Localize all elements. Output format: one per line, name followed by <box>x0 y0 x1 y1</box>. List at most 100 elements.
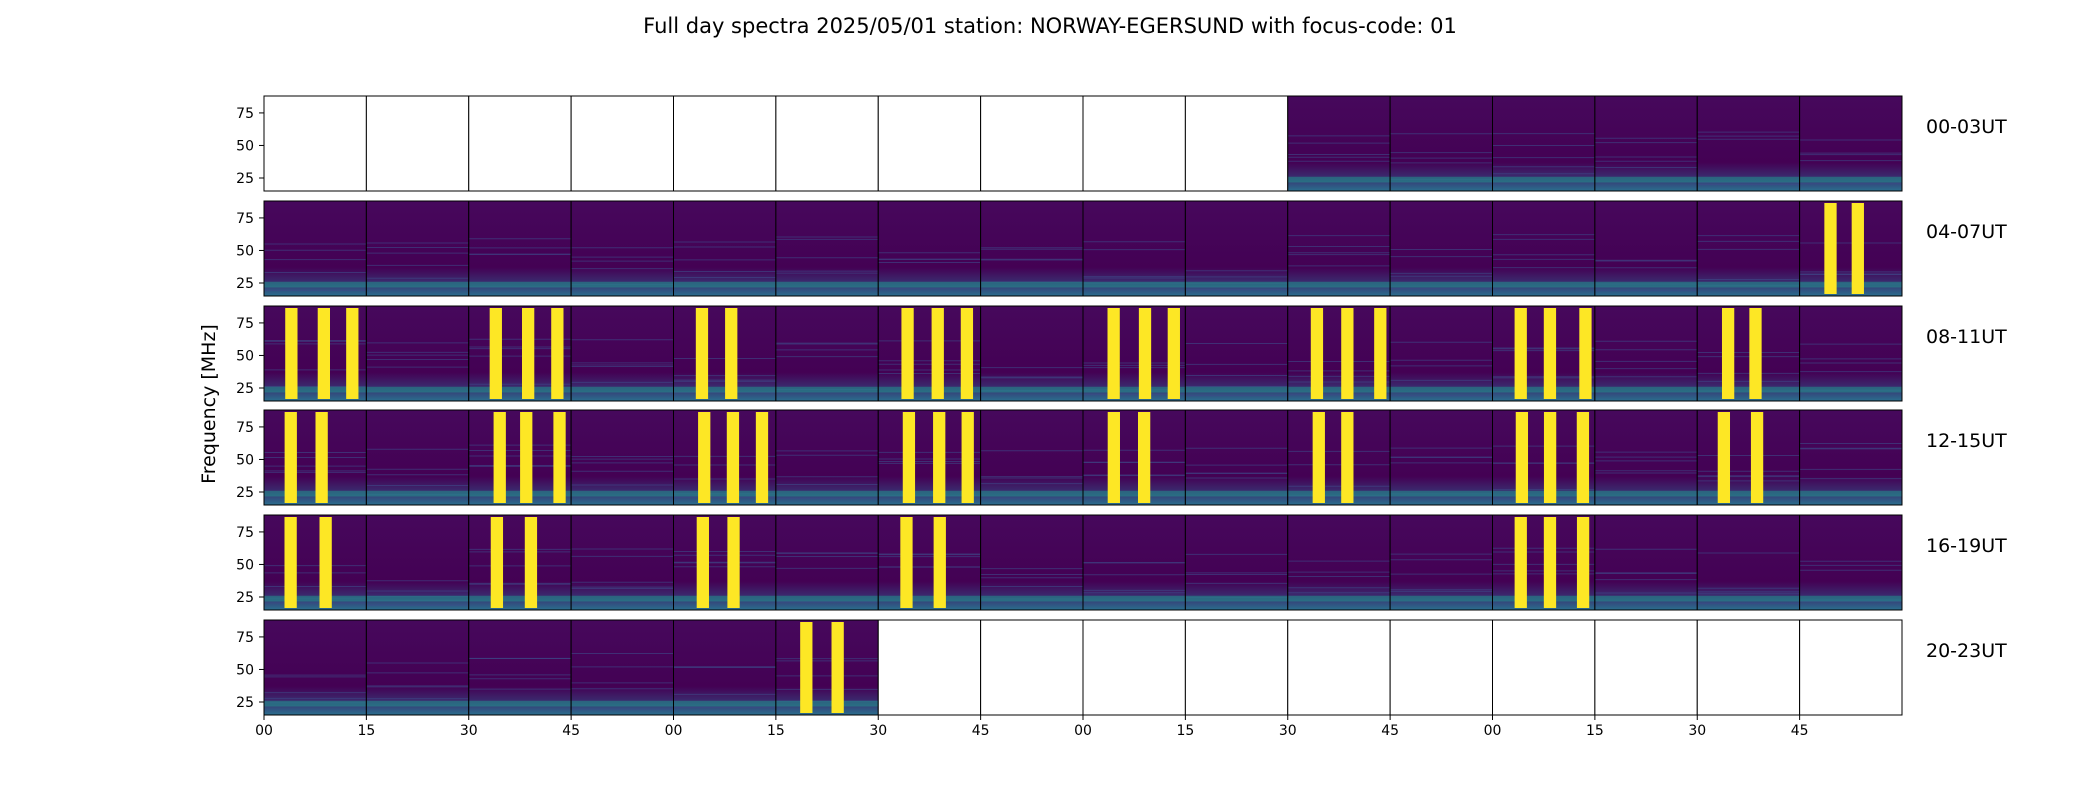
panel-r3-c5 <box>775 409 879 506</box>
spectrum-panel <box>980 515 1083 610</box>
panel-r1-c0 <box>263 200 367 297</box>
noise-band <box>366 595 469 602</box>
burst-mark <box>1576 517 1590 608</box>
y-tick-label: 25 <box>236 485 254 501</box>
panel-r3-c11 <box>1389 409 1493 506</box>
noise-band <box>366 490 469 497</box>
burst-mark <box>1851 203 1864 294</box>
burst-mark <box>1824 203 1837 294</box>
panel-r3-c15 <box>1799 409 1903 506</box>
spectrum-panel <box>571 201 674 296</box>
y-tick-label: 25 <box>236 590 254 606</box>
x-tick-label: 45 <box>972 723 990 739</box>
noise-band <box>775 386 879 393</box>
row-label: 12-15UT <box>1926 430 2007 452</box>
noise-band <box>1799 176 1902 183</box>
spectrum-panel <box>1594 201 1698 296</box>
panel-frame <box>1799 305 1903 402</box>
spectrum-panel <box>1697 96 1800 191</box>
burst-mark <box>1137 412 1151 503</box>
noise-band <box>1799 281 1902 288</box>
panel-r5-c4 <box>673 619 777 716</box>
spectrum-panel <box>264 201 367 296</box>
noise-band <box>980 595 1083 602</box>
x-tick-label: 30 <box>1279 723 1297 739</box>
x-tick-label: 45 <box>562 723 580 739</box>
spectrum-panel <box>1492 201 1595 296</box>
spectrum-panel <box>1287 201 1391 296</box>
x-tick-label: 15 <box>1586 723 1604 739</box>
burst-mark <box>726 412 740 503</box>
panel-frame <box>1799 514 1903 611</box>
burst-mark <box>1107 412 1120 503</box>
spectrum-panel <box>366 620 469 715</box>
panel-r5-c11 <box>1389 619 1493 716</box>
noise-band <box>878 386 981 393</box>
burst-mark <box>1514 517 1527 608</box>
y-tick-label: 50 <box>236 138 254 154</box>
panel-r4-c11 <box>1389 514 1493 611</box>
panel-r0-c7 <box>980 95 1084 192</box>
noise-band <box>1492 490 1595 497</box>
burst-mark <box>1717 412 1731 503</box>
panel-r3-c1 <box>365 409 470 506</box>
panel-r0-c10 <box>1287 95 1391 192</box>
burst-mark <box>1341 412 1354 503</box>
y-tick-label: 50 <box>236 348 254 364</box>
panel-r1-c11 <box>1389 200 1493 297</box>
empty-panel <box>1799 620 1902 715</box>
panel-frame <box>1799 200 1903 297</box>
spectrum-panel <box>264 620 367 715</box>
spectrum-panel <box>775 410 879 505</box>
spectrum-panel <box>1287 306 1391 401</box>
panel-r3-c0 <box>263 409 367 506</box>
panel-r5-c8 <box>1082 619 1186 716</box>
empty-panel <box>1185 620 1288 715</box>
panel-r0-c11 <box>1389 95 1493 192</box>
spectrum-panel <box>775 515 879 610</box>
spectrum-panel <box>1390 515 1493 610</box>
noise-band <box>980 490 1083 497</box>
noise-band <box>1083 595 1186 602</box>
burst-mark <box>1579 308 1592 399</box>
panel-r4-c5 <box>775 514 879 611</box>
spectrum-panel <box>673 306 776 401</box>
noise-band <box>1697 595 1800 602</box>
x-tick-label: 15 <box>767 723 785 739</box>
panel-r5-c13 <box>1594 619 1698 716</box>
panel-r5-c5 <box>775 619 879 716</box>
panel-r0-c14 <box>1696 95 1801 192</box>
panel-r2-c1 <box>365 305 470 402</box>
y-tick-label: 50 <box>236 243 254 259</box>
panel-r5-c0 <box>263 619 367 716</box>
empty-panel <box>1083 96 1186 191</box>
panel-r3-c3 <box>570 409 674 506</box>
burst-mark <box>755 412 769 503</box>
panel-r1-c1 <box>365 200 470 297</box>
burst-mark <box>520 412 533 503</box>
empty-panel <box>1697 620 1800 715</box>
noise-band <box>775 281 879 288</box>
burst-mark <box>901 308 914 399</box>
panel-r2-c9 <box>1184 305 1289 402</box>
empty-panel <box>980 96 1083 191</box>
panel-r1-c5 <box>775 200 879 297</box>
noise-band <box>468 281 572 288</box>
spectrum-panel <box>366 515 469 610</box>
panel-r1-c7 <box>980 200 1084 297</box>
spectrum-panel <box>468 201 572 296</box>
spectrum-panel <box>1185 515 1288 610</box>
burst-mark <box>1107 308 1120 399</box>
panel-r4-c6 <box>877 514 982 611</box>
noise-band <box>264 490 367 497</box>
noise-band <box>1390 176 1493 183</box>
noise-band <box>1185 386 1288 393</box>
row-label: 20-23UT <box>1926 640 2007 662</box>
spectrum-panel <box>878 201 981 296</box>
noise-band <box>775 595 879 602</box>
y-tick-label: 75 <box>236 630 254 646</box>
panel-r1-c13 <box>1594 200 1698 297</box>
burst-mark <box>1138 308 1152 399</box>
spectrum-panel <box>878 515 981 610</box>
burst-mark <box>698 412 711 503</box>
